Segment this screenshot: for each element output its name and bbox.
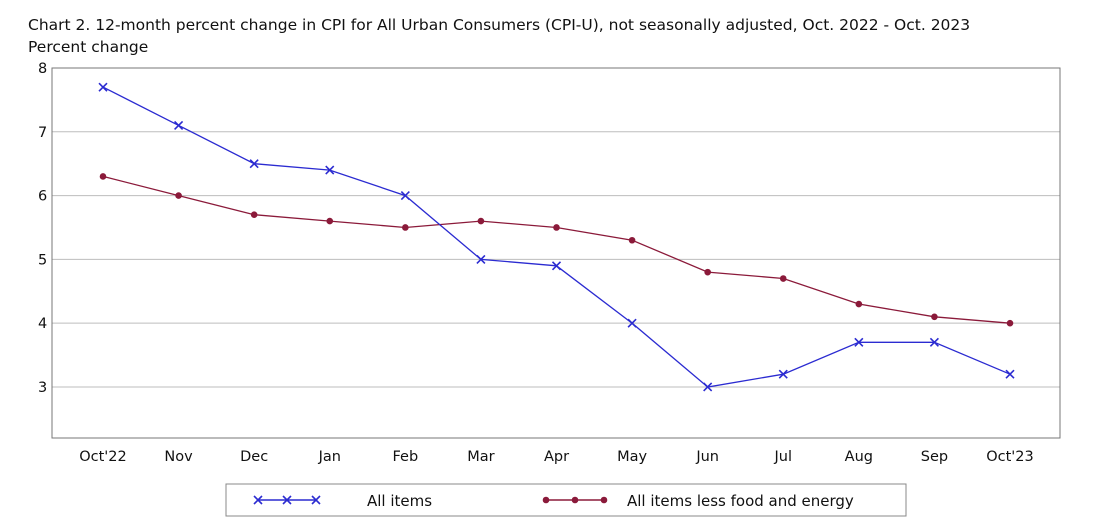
data-point — [553, 224, 560, 231]
x-tick-label: Mar — [467, 449, 494, 465]
x-tick-label: Feb — [392, 449, 418, 465]
data-point — [551, 261, 562, 271]
gridlines — [52, 131, 1060, 388]
series-line — [102, 175, 1011, 324]
data-point — [175, 192, 182, 199]
x-tick-label: Aug — [845, 449, 873, 465]
data-point — [1006, 319, 1014, 327]
data-point — [854, 337, 864, 347]
data-point — [99, 173, 107, 180]
data-point — [627, 318, 637, 328]
data-point — [628, 236, 636, 244]
data-point — [704, 268, 711, 276]
x-tick-label: Sep — [921, 449, 948, 465]
legend-item: All items less food and energy — [542, 492, 854, 510]
y-tick-label: 5 — [38, 252, 47, 268]
x-axis-ticks: Oct'22 Nov Dec Jan Feb Mar Apr May Jun Jul Aug Sep O… — [79, 449, 1034, 465]
x-tick-label: May — [617, 449, 647, 465]
legend-marker — [542, 496, 550, 504]
data-point — [931, 313, 938, 321]
legend-marker — [282, 495, 292, 505]
data-point — [174, 120, 184, 130]
y-tick-label: 4 — [38, 316, 47, 332]
y-tick-label: 3 — [38, 380, 47, 396]
data-point — [1005, 369, 1015, 379]
legend-marker — [600, 496, 608, 504]
x-tick-label: Nov — [164, 449, 193, 465]
y-tick-label: 7 — [38, 125, 47, 141]
y-axis-label: Percent change — [28, 38, 149, 56]
data-point — [779, 275, 787, 282]
x-tick-label: Jun — [695, 449, 719, 465]
legend-label: All items — [367, 492, 432, 510]
data-point — [402, 224, 409, 231]
x-tick-label: Jul — [774, 449, 793, 465]
data-point — [249, 159, 259, 169]
data-point — [476, 254, 486, 264]
legend-marker — [311, 495, 321, 505]
data-point — [855, 300, 863, 308]
series-all-items — [98, 82, 1015, 392]
y-axis-ticks: 3 4 5 6 7 8 — [38, 61, 47, 396]
x-tick-label: Jan — [318, 449, 341, 465]
legend: All items All items less food and energy — [225, 483, 907, 517]
data-point — [703, 382, 713, 392]
legend-item: All items — [253, 492, 432, 510]
data-point — [929, 337, 939, 347]
x-tick-label: Dec — [240, 449, 268, 465]
data-point — [326, 217, 334, 225]
data-point — [250, 211, 258, 219]
x-tick-label: Oct'22 — [79, 449, 127, 465]
legend-label: All items less food and energy — [627, 492, 854, 510]
series-core — [99, 173, 1014, 327]
y-tick-label: 8 — [38, 61, 47, 77]
legend-marker — [571, 496, 579, 504]
data-point — [477, 217, 485, 225]
series-group — [98, 82, 1015, 392]
data-point — [778, 369, 788, 379]
data-point — [325, 165, 335, 175]
chart-title: Chart 2. 12-month percent change in CPI … — [28, 16, 971, 34]
data-point — [98, 82, 108, 92]
data-point — [400, 191, 410, 201]
x-tick-label: Apr — [544, 449, 569, 465]
x-tick-label: Oct'23 — [986, 449, 1034, 465]
plot-area-border — [51, 67, 1061, 439]
legend-marker — [253, 495, 263, 505]
y-tick-label: 6 — [38, 189, 47, 205]
